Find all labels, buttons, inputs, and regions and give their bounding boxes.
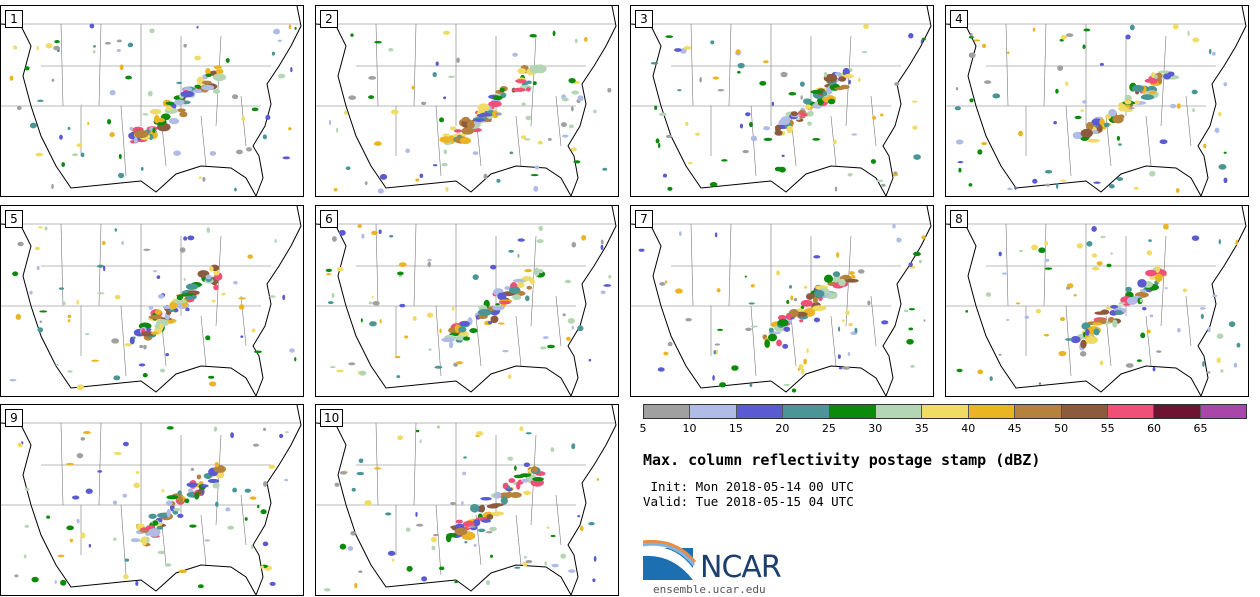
- member-label: 2: [320, 10, 338, 28]
- colorbar-ticks: 5 10 15 20 25 30 35 40 45 50 55 60 65: [639, 419, 1247, 435]
- map-panel: 10: [315, 404, 619, 596]
- map-panel: 1: [0, 5, 304, 197]
- colorbar-bin: [1015, 405, 1062, 418]
- reflectivity-map: [316, 405, 617, 595]
- colorbar-tick-label: 30: [868, 422, 883, 435]
- map-panel: 9: [0, 404, 304, 596]
- colorbar-tick-label: 45: [1007, 422, 1022, 435]
- ncar-logo-icon: [643, 540, 697, 580]
- colorbar-tick-label: 60: [1147, 422, 1162, 435]
- colorbar-tick-label: 20: [775, 422, 790, 435]
- member-label: 4: [950, 10, 968, 28]
- colorbar-tick-label: 15: [728, 422, 743, 435]
- map-panel: 5: [0, 205, 304, 397]
- colorbar-tick-label: 55: [1100, 422, 1115, 435]
- colorbar-bins: [643, 404, 1247, 419]
- colorbar-bin: [1200, 405, 1247, 418]
- member-label: 10: [320, 409, 344, 427]
- colorbar-bin: [690, 405, 737, 418]
- map-panel: 8: [945, 205, 1249, 397]
- map-panel: 3: [630, 5, 934, 197]
- reflectivity-map: [1, 405, 302, 595]
- reflectivity-map: [631, 206, 932, 396]
- colorbar: 5 10 15 20 25 30 35 40 45 50 55 60 65: [639, 404, 1247, 435]
- member-label: 6: [320, 210, 338, 228]
- member-label: 7: [635, 210, 653, 228]
- reflectivity-map: [631, 6, 932, 196]
- colorbar-tick-label: 25: [821, 422, 836, 435]
- colorbar-tick-label: 65: [1193, 422, 1208, 435]
- colorbar-bin: [1107, 405, 1155, 418]
- colorbar-tick-label: 10: [682, 422, 697, 435]
- member-label: 5: [5, 210, 23, 228]
- colorbar-bin: [922, 405, 969, 418]
- map-panel: 2: [315, 5, 619, 197]
- valid-time: Valid: Tue 2018-05-15 04 UTC: [643, 494, 854, 509]
- member-label: 1: [5, 10, 23, 28]
- map-panel: 7: [630, 205, 934, 397]
- init-time: Init: Mon 2018-05-14 00 UTC: [643, 479, 854, 494]
- logo-name: NCAR: [700, 550, 782, 585]
- colorbar-bin: [1154, 405, 1201, 418]
- member-label: 9: [5, 409, 23, 427]
- colorbar-bin: [968, 405, 1016, 418]
- colorbar-bin: [875, 405, 923, 418]
- colorbar-bin: [1061, 405, 1108, 418]
- colorbar-tick-label: 50: [1054, 422, 1069, 435]
- map-panel: 6: [315, 205, 619, 397]
- figure-title: Max. column reflectivity postage stamp (…: [643, 451, 1041, 469]
- member-label: 3: [635, 10, 653, 28]
- logo-url: ensemble.ucar.edu: [653, 583, 766, 596]
- colorbar-bin: [644, 405, 691, 418]
- reflectivity-map: [316, 6, 617, 196]
- reflectivity-map: [946, 206, 1247, 396]
- colorbar-bin: [736, 405, 784, 418]
- colorbar-bin: [829, 405, 876, 418]
- colorbar-tick-label: 5: [639, 422, 647, 435]
- colorbar-tick-label: 40: [961, 422, 976, 435]
- reflectivity-map: [946, 6, 1247, 196]
- reflectivity-map: [316, 206, 617, 396]
- reflectivity-map: [1, 206, 302, 396]
- colorbar-bin: [783, 405, 830, 418]
- map-panel: 4: [945, 5, 1249, 197]
- colorbar-tick-label: 35: [914, 422, 929, 435]
- member-label: 8: [950, 210, 968, 228]
- reflectivity-map: [1, 6, 302, 196]
